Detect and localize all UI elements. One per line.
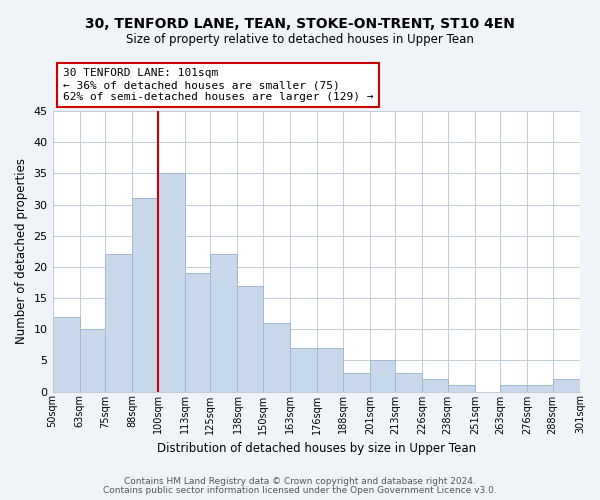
- Bar: [500, 386, 527, 392]
- Bar: [238, 286, 263, 392]
- Bar: [263, 323, 290, 392]
- Bar: [422, 379, 448, 392]
- X-axis label: Distribution of detached houses by size in Upper Tean: Distribution of detached houses by size …: [157, 442, 476, 455]
- Bar: [105, 254, 133, 392]
- Text: 30, TENFORD LANE, TEAN, STOKE-ON-TRENT, ST10 4EN: 30, TENFORD LANE, TEAN, STOKE-ON-TRENT, …: [85, 18, 515, 32]
- Bar: [395, 373, 422, 392]
- Y-axis label: Number of detached properties: Number of detached properties: [15, 158, 28, 344]
- Bar: [210, 254, 238, 392]
- Text: Contains public sector information licensed under the Open Government Licence v3: Contains public sector information licen…: [103, 486, 497, 495]
- Bar: [133, 198, 158, 392]
- Bar: [158, 174, 185, 392]
- Bar: [527, 386, 553, 392]
- Text: 30 TENFORD LANE: 101sqm
← 36% of detached houses are smaller (75)
62% of semi-de: 30 TENFORD LANE: 101sqm ← 36% of detache…: [63, 68, 374, 102]
- Bar: [185, 273, 210, 392]
- Bar: [80, 329, 105, 392]
- Bar: [448, 386, 475, 392]
- Bar: [53, 316, 80, 392]
- Bar: [553, 379, 580, 392]
- Bar: [370, 360, 395, 392]
- Bar: [343, 373, 370, 392]
- Bar: [290, 348, 317, 392]
- Text: Size of property relative to detached houses in Upper Tean: Size of property relative to detached ho…: [126, 34, 474, 46]
- Text: Contains HM Land Registry data © Crown copyright and database right 2024.: Contains HM Land Registry data © Crown c…: [124, 477, 476, 486]
- Bar: [317, 348, 343, 392]
